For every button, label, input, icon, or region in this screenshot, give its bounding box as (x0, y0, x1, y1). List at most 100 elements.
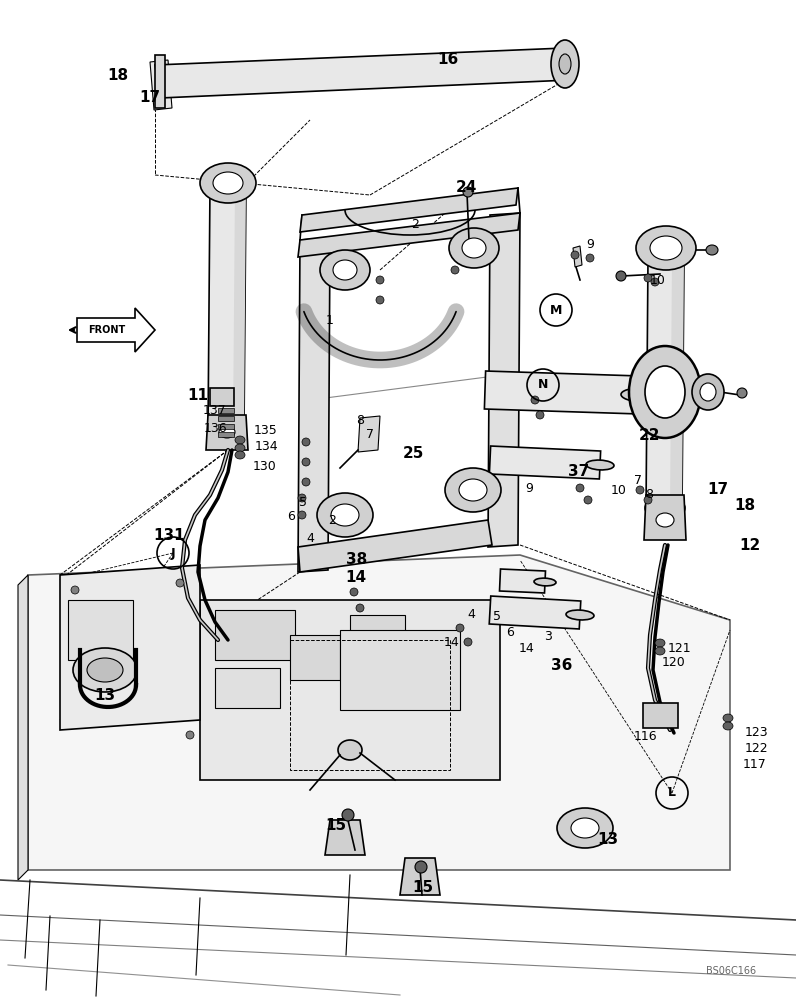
Ellipse shape (706, 245, 718, 255)
Ellipse shape (331, 504, 359, 526)
Ellipse shape (451, 266, 459, 274)
Ellipse shape (342, 809, 354, 821)
Text: 136: 136 (203, 422, 227, 434)
Text: 6: 6 (506, 626, 514, 640)
Ellipse shape (655, 647, 665, 655)
Ellipse shape (186, 731, 194, 739)
Ellipse shape (636, 486, 644, 494)
Ellipse shape (208, 417, 246, 439)
Polygon shape (28, 555, 730, 870)
Text: 15: 15 (412, 880, 434, 896)
Ellipse shape (616, 271, 626, 281)
Text: FRONT: FRONT (88, 325, 126, 335)
Polygon shape (500, 569, 545, 593)
Bar (215, 610, 295, 660)
Text: 3: 3 (544, 631, 552, 644)
Bar (218, 432, 234, 437)
Text: 4: 4 (306, 532, 314, 544)
Text: 38: 38 (346, 552, 368, 568)
Polygon shape (298, 238, 330, 572)
Polygon shape (155, 55, 165, 108)
Ellipse shape (415, 861, 427, 873)
Text: 120: 120 (662, 656, 686, 670)
Ellipse shape (376, 276, 384, 284)
Ellipse shape (350, 588, 358, 596)
Ellipse shape (356, 604, 364, 612)
Ellipse shape (644, 496, 652, 504)
Text: 16: 16 (437, 52, 458, 68)
Ellipse shape (456, 624, 464, 632)
Text: M: M (550, 304, 562, 316)
Polygon shape (358, 416, 380, 452)
Ellipse shape (645, 496, 685, 520)
Ellipse shape (235, 451, 245, 459)
Polygon shape (400, 858, 440, 895)
Bar (290, 635, 340, 680)
Ellipse shape (559, 54, 571, 74)
Text: 123: 123 (744, 726, 768, 738)
Ellipse shape (459, 479, 487, 501)
Ellipse shape (536, 411, 544, 419)
Ellipse shape (551, 40, 579, 88)
Text: 134: 134 (254, 440, 278, 454)
Ellipse shape (557, 808, 613, 848)
Text: 8: 8 (356, 414, 364, 426)
Text: 13: 13 (95, 688, 115, 702)
Ellipse shape (651, 278, 659, 286)
Text: 15: 15 (326, 818, 346, 834)
Ellipse shape (200, 163, 256, 203)
Text: 7: 7 (634, 474, 642, 487)
Polygon shape (155, 48, 570, 98)
Text: 1: 1 (326, 314, 334, 326)
Bar (350, 615, 405, 655)
Text: 131: 131 (153, 528, 185, 544)
Text: 14: 14 (444, 637, 460, 650)
Ellipse shape (73, 648, 137, 692)
Polygon shape (670, 258, 684, 510)
Ellipse shape (463, 187, 473, 197)
Text: 37: 37 (568, 464, 590, 480)
Bar (215, 668, 280, 708)
Ellipse shape (298, 494, 306, 502)
Ellipse shape (656, 513, 674, 527)
Text: 135: 135 (254, 424, 278, 436)
Text: 10: 10 (650, 273, 666, 286)
Text: 117: 117 (743, 758, 767, 770)
Polygon shape (646, 258, 684, 510)
Text: 18: 18 (107, 68, 129, 84)
Ellipse shape (302, 438, 310, 446)
Bar (218, 416, 234, 421)
Text: 4: 4 (467, 608, 475, 621)
Ellipse shape (219, 426, 235, 438)
Ellipse shape (571, 251, 579, 259)
Ellipse shape (534, 578, 556, 586)
Text: 14: 14 (519, 643, 535, 656)
Ellipse shape (584, 496, 592, 504)
Text: 7: 7 (366, 428, 374, 442)
Ellipse shape (692, 374, 724, 410)
Ellipse shape (445, 468, 501, 512)
Text: L: L (668, 786, 676, 800)
Text: 6: 6 (287, 510, 295, 524)
Ellipse shape (87, 658, 123, 682)
Ellipse shape (723, 722, 733, 730)
Text: 25: 25 (402, 446, 423, 462)
Polygon shape (233, 185, 246, 430)
Text: 2: 2 (411, 219, 419, 232)
Ellipse shape (655, 639, 665, 647)
Text: 17: 17 (708, 483, 728, 497)
Text: 18: 18 (735, 497, 755, 512)
Bar (218, 424, 234, 429)
Ellipse shape (176, 579, 184, 587)
Ellipse shape (571, 818, 599, 838)
Ellipse shape (737, 388, 747, 398)
Bar (68, 600, 133, 660)
Ellipse shape (566, 610, 594, 620)
Ellipse shape (645, 366, 685, 418)
Polygon shape (325, 820, 365, 855)
Polygon shape (573, 246, 582, 267)
Polygon shape (60, 565, 200, 730)
Text: 12: 12 (739, 538, 761, 552)
Text: 2: 2 (328, 514, 336, 526)
Polygon shape (644, 495, 686, 540)
